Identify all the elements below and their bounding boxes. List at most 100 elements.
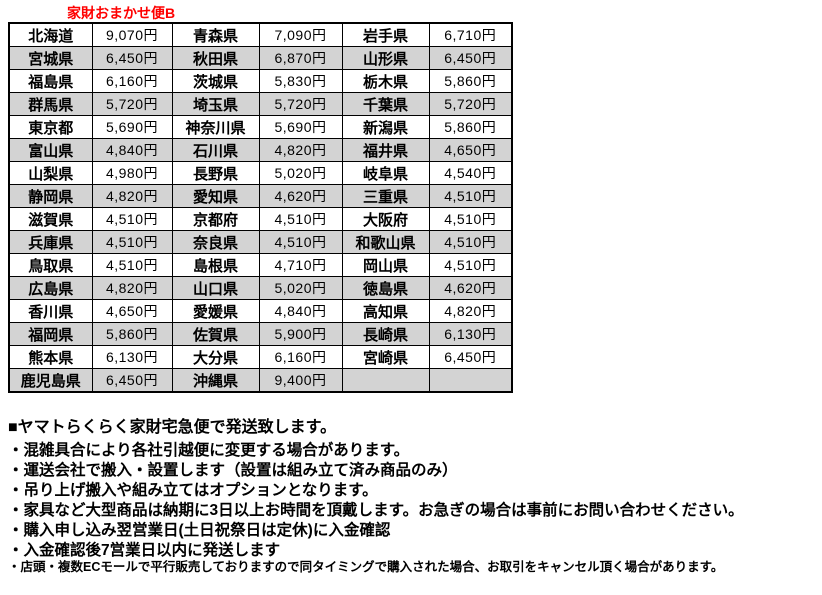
price-cell: 4,820円: [258, 138, 343, 162]
price-cell: 4,650円: [91, 299, 173, 323]
prefecture-cell: 佐賀県: [171, 322, 260, 346]
price-cell: 4,820円: [91, 276, 173, 300]
prefecture-cell: 東京都: [8, 115, 93, 139]
prefecture-cell: 秋田県: [171, 46, 260, 70]
prefecture-cell: 石川県: [171, 138, 260, 162]
prefecture-cell: 徳島県: [341, 276, 430, 300]
price-cell: 6,450円: [428, 46, 513, 70]
price-cell: 6,710円: [428, 22, 513, 47]
table-row: 宮城県 6,450円 秋田県 6,870円 山形県 6,450円: [8, 46, 513, 70]
prefecture-cell: 岡山県: [341, 253, 430, 277]
table-row: 滋賀県 4,510円 京都府 4,510円 大阪府 4,510円: [8, 207, 513, 231]
prefecture-cell: 宮崎県: [341, 345, 430, 369]
prefecture-cell: 三重県: [341, 184, 430, 208]
prefecture-cell: 千葉県: [341, 92, 430, 116]
price-cell: 4,510円: [258, 207, 343, 231]
prefecture-cell: 熊本県: [8, 345, 93, 369]
shipping-method-heading: ■ヤマトらくらく家財宅急便で発送致します。: [8, 419, 337, 436]
prefecture-cell: 奈良県: [171, 230, 260, 254]
price-cell: 5,900円: [258, 322, 343, 346]
table-row: 福島県 6,160円 茨城県 5,830円 栃木県 5,860円: [8, 69, 513, 93]
prefecture-cell: 栃木県: [341, 69, 430, 93]
prefecture-cell: 滋賀県: [8, 207, 93, 231]
prefecture-cell: 岩手県: [341, 22, 430, 47]
table-row: 富山県 4,840円 石川県 4,820円 福井県 4,650円: [8, 138, 513, 162]
price-cell: 4,510円: [258, 230, 343, 254]
price-cell: 4,620円: [428, 276, 513, 300]
prefecture-cell: 群馬県: [8, 92, 93, 116]
prefecture-cell: 大分県: [171, 345, 260, 369]
prefecture-cell: 島根県: [171, 253, 260, 277]
price-cell: 6,450円: [91, 368, 173, 393]
prefecture-cell: 兵庫県: [8, 230, 93, 254]
shipping-note-item: ・吊り上げ搬入や組み立てはオプションとなります。: [8, 482, 378, 499]
price-cell: [428, 368, 513, 393]
table-row: 北海道 9,070円 青森県 7,090円 岩手県 6,710円: [8, 22, 513, 47]
price-cell: 5,720円: [428, 92, 513, 116]
prefecture-cell: 京都府: [171, 207, 260, 231]
prefecture-cell: 北海道: [8, 22, 93, 47]
prefecture-cell: 茨城県: [171, 69, 260, 93]
table-row: 福岡県 5,860円 佐賀県 5,900円 長崎県 6,130円: [8, 322, 513, 346]
price-cell: 6,450円: [91, 46, 173, 70]
prefecture-cell: 富山県: [8, 138, 93, 162]
shipping-note-item: ・運送会社で搬入・設置します（設置は組み立て済み商品のみ）: [8, 462, 458, 479]
price-cell: 5,720円: [258, 92, 343, 116]
table-row: 広島県 4,820円 山口県 5,020円 徳島県 4,620円: [8, 276, 513, 300]
table-row: 群馬県 5,720円 埼玉県 5,720円 千葉県 5,720円: [8, 92, 513, 116]
prefecture-cell: 福井県: [341, 138, 430, 162]
shipping-note-item: ・入金確認後7営業日以内に発送します: [8, 542, 281, 559]
price-cell: 4,510円: [91, 230, 173, 254]
price-cell: 5,830円: [258, 69, 343, 93]
price-cell: 6,160円: [91, 69, 173, 93]
prefecture-cell: 新潟県: [341, 115, 430, 139]
prefecture-cell: 愛知県: [171, 184, 260, 208]
prefecture-cell: 埼玉県: [171, 92, 260, 116]
price-cell: 4,650円: [428, 138, 513, 162]
table-row: 鳥取県 4,510円 島根県 4,710円 岡山県 4,510円: [8, 253, 513, 277]
shipping-note-item: ・混雑具合により各社引越便に変更する場合があります。: [8, 442, 410, 459]
price-cell: 4,540円: [428, 161, 513, 185]
prefecture-cell: 鳥取県: [8, 253, 93, 277]
price-cell: 6,130円: [91, 345, 173, 369]
price-cell: 4,510円: [428, 184, 513, 208]
prefecture-cell: 愛媛県: [171, 299, 260, 323]
price-cell: 4,510円: [91, 207, 173, 231]
price-cell: 4,980円: [91, 161, 173, 185]
table-row: 鹿児島県 6,450円 沖縄県 9,400円: [8, 368, 513, 393]
shipping-note-item: ・購入申し込み翌営業日(土日祝祭日は定休)に入金確認: [8, 522, 391, 539]
shipping-fee-table-body: 北海道 9,070円 青森県 7,090円 岩手県 6,710円 宮城県 6,450円 秋田県 6…: [8, 22, 513, 393]
shipping-fee-table: 北海道 9,070円 青森県 7,090円 岩手県 6,710円 宮城県 6,450円 秋田県 6…: [8, 22, 513, 393]
price-cell: 5,860円: [91, 322, 173, 346]
prefecture-cell: 山口県: [171, 276, 260, 300]
prefecture-cell: 広島県: [8, 276, 93, 300]
price-cell: 5,020円: [258, 161, 343, 185]
price-cell: 5,690円: [258, 115, 343, 139]
parallel-sale-footnote: ・店頭・複数ECモールで平行販売しておりますので同タイミングで購入された場合、お…: [8, 560, 724, 574]
prefecture-cell: 神奈川県: [171, 115, 260, 139]
table-row: 熊本県 6,130円 大分県 6,160円 宮崎県 6,450円: [8, 345, 513, 369]
prefecture-cell: 山形県: [341, 46, 430, 70]
price-cell: 5,690円: [91, 115, 173, 139]
price-cell: 4,510円: [428, 230, 513, 254]
shipping-notes-list: ・混雑具合により各社引越便に変更する場合があります。 ・運送会社で搬入・設置しま…: [8, 441, 744, 561]
price-cell: 7,090円: [258, 22, 343, 47]
table-row: 東京都 5,690円 神奈川県 5,690円 新潟県 5,860円: [8, 115, 513, 139]
price-cell: 4,820円: [91, 184, 173, 208]
table-row: 静岡県 4,820円 愛知県 4,620円 三重県 4,510円: [8, 184, 513, 208]
price-cell: 9,070円: [91, 22, 173, 47]
prefecture-cell: [341, 368, 430, 393]
table-row: 兵庫県 4,510円 奈良県 4,510円 和歌山県 4,510円: [8, 230, 513, 254]
prefecture-cell: 山梨県: [8, 161, 93, 185]
table-row: 山梨県 4,980円 長野県 5,020円 岐阜県 4,540円: [8, 161, 513, 185]
prefecture-cell: 宮城県: [8, 46, 93, 70]
price-cell: 4,510円: [428, 207, 513, 231]
shipping-note-item: ・家具など大型商品は納期に3日以上お時間を頂戴します。お急ぎの場合は事前にお問い…: [8, 502, 744, 519]
prefecture-cell: 福岡県: [8, 322, 93, 346]
prefecture-cell: 鹿児島県: [8, 368, 93, 393]
price-cell: 4,510円: [428, 253, 513, 277]
prefecture-cell: 福島県: [8, 69, 93, 93]
price-cell: 9,400円: [258, 368, 343, 393]
price-cell: 5,860円: [428, 115, 513, 139]
price-cell: 6,130円: [428, 322, 513, 346]
